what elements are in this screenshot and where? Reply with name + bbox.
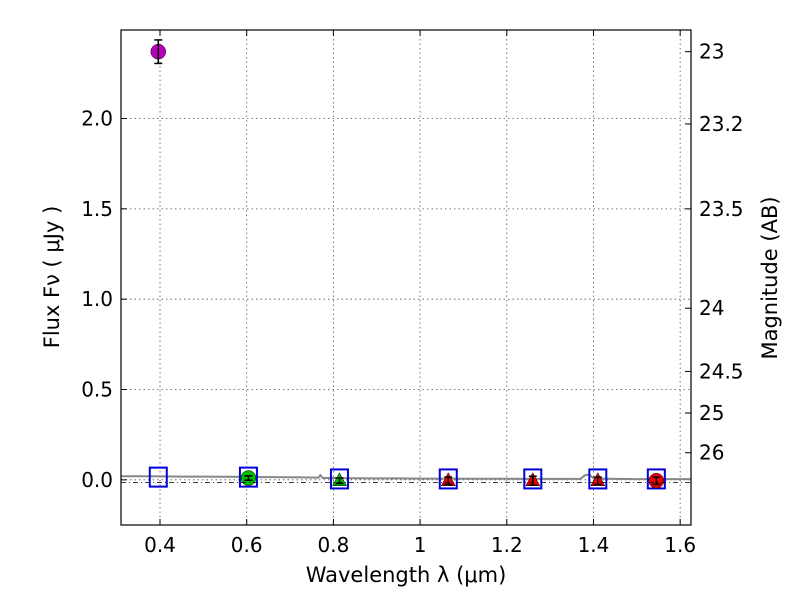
model-square	[523, 468, 543, 490]
x-axis-label: Wavelength λ (μm)	[306, 563, 507, 587]
x-tick-label: 0.8	[317, 533, 349, 557]
plot-frame	[120, 29, 692, 526]
magnitude-tick-label: 25	[699, 401, 724, 425]
x-tick-label: 0.4	[144, 533, 176, 557]
magnitude-tick-label: 26	[699, 441, 724, 465]
y-axis-label: Flux Fν ( μJy )	[40, 206, 64, 349]
spectrum-line	[121, 473, 691, 481]
model-square	[588, 468, 608, 490]
x-tick-label: 1.6	[664, 533, 696, 557]
y-tick-label: 1.0	[81, 287, 113, 311]
magnitude-tick-label: 24.5	[699, 359, 744, 383]
grid-layer	[121, 30, 691, 525]
magnitude-tick-label: 24	[699, 296, 724, 320]
model-square	[329, 468, 349, 490]
tick-layer: 0.4 0.6 0.8 1 1.2 1.4 1.6 0.0 0.5 1.0 1.5 2.0 23 23.2…	[81, 30, 744, 557]
y-tick-label: 1.5	[81, 197, 113, 221]
x-tick-label: 0.6	[231, 533, 263, 557]
x-tick-label: 1	[414, 533, 427, 557]
y-tick-label: 0.0	[81, 468, 113, 492]
magnitude-tick-label: 23	[699, 40, 724, 64]
y-tick-label: 2.0	[81, 107, 113, 131]
model-square	[148, 466, 168, 488]
y-tick-label: 0.5	[81, 378, 113, 402]
series-layer	[121, 39, 691, 490]
magnitude-tick-label: 23.2	[699, 112, 744, 136]
model-square	[438, 468, 458, 490]
x-tick-label: 1.4	[578, 533, 610, 557]
x-tick-label: 1.2	[491, 533, 523, 557]
magnitude-axis-label: Magnitude (AB)	[758, 196, 782, 359]
model-square	[238, 466, 258, 488]
magnitude-tick-label: 23.5	[699, 197, 744, 221]
